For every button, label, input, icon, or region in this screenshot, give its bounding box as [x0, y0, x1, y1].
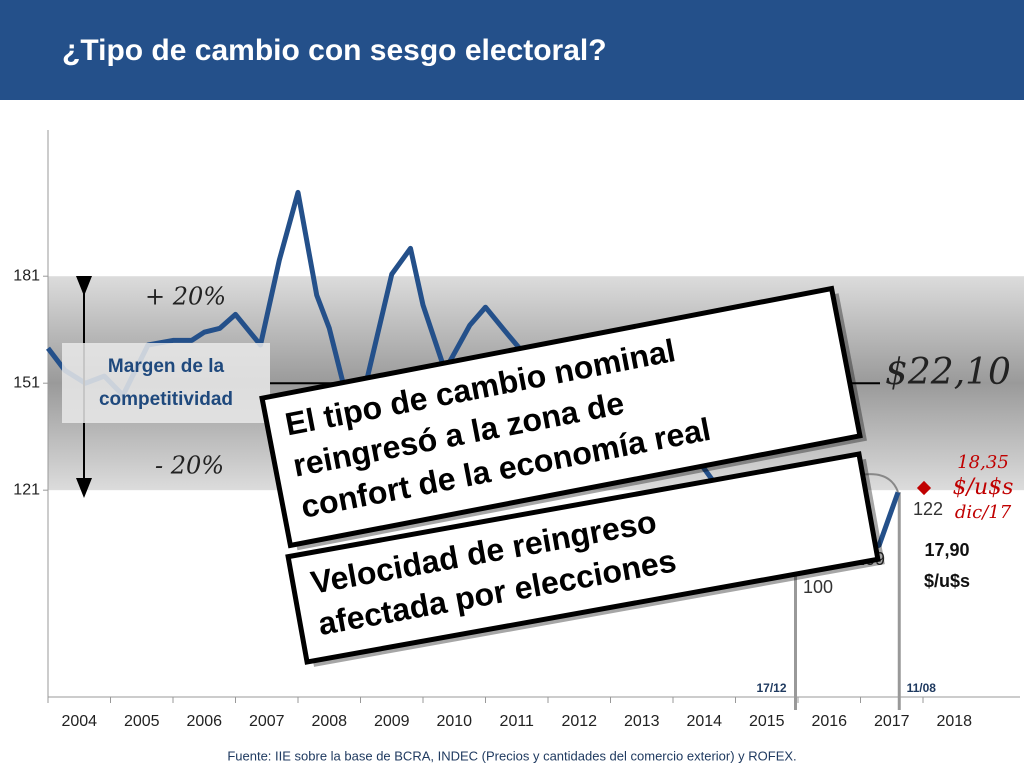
y-tick-label: 181: [13, 267, 40, 284]
x-tick-label: 2010: [436, 713, 472, 730]
current-label: 17,90: [924, 540, 969, 560]
slide-title: ¿Tipo de cambio con sesgo electoral?: [62, 34, 607, 67]
x-tick-label: 2005: [124, 713, 160, 730]
projection-marker: [916, 480, 932, 496]
current-label: $/u$s: [924, 571, 970, 591]
plot-area: 121 151 181 2004 2005 2006 2007 2008 2009 2010 201…: [13, 130, 1024, 730]
event-label: 11/08: [907, 681, 937, 695]
band-label: + 20%: [145, 283, 226, 311]
source-note: Fuente: IIE sobre la base de BCRA, INDEC…: [227, 748, 796, 763]
projection-label: 18,35: [957, 452, 1009, 473]
average-label: $22,10: [885, 352, 1011, 393]
x-tick-label: 2017: [874, 713, 910, 730]
x-tick-label: 2015: [749, 713, 785, 730]
x-tick-label: 2008: [311, 713, 347, 730]
index-label: 100: [803, 577, 833, 597]
x-tick-label: 2004: [61, 713, 97, 730]
x-tick-label: 2011: [500, 713, 535, 730]
projection-label: dic/17: [955, 502, 1012, 523]
y-tick-label: 121: [13, 481, 40, 498]
band-note-box: [62, 343, 270, 423]
index-label: 122: [913, 499, 943, 519]
x-tick-label: 2009: [374, 713, 410, 730]
x-tick-label: 2016: [811, 713, 847, 730]
x-tick-label: 2014: [686, 713, 722, 730]
header-bar: [0, 0, 1024, 100]
band-label: - 20%: [155, 452, 224, 480]
callout-box: [259, 285, 863, 549]
x-tick-label: 2018: [936, 713, 972, 730]
event-label: 17/12: [756, 681, 786, 695]
series-line: [46, 189, 901, 581]
band-note: competitividad: [99, 389, 233, 410]
x-tick-label: 2007: [249, 713, 285, 730]
band-note: Margen de la: [108, 356, 225, 377]
x-tick-label: 2013: [624, 713, 660, 730]
y-tick-label: 151: [13, 374, 40, 391]
x-tick-label: 2006: [186, 713, 222, 730]
x-tick-label: 2012: [561, 713, 597, 730]
projection-label: $/u$s: [953, 475, 1014, 500]
callout-box: [285, 451, 881, 665]
